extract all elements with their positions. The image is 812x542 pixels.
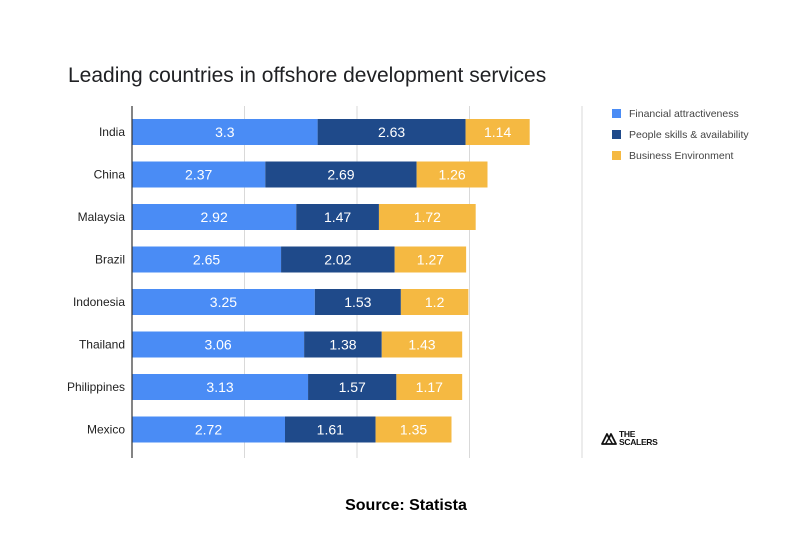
data-label-brazil-financial-attractiveness: 2.65 [193,252,220,268]
bar-indonesia-people-skills-availability [314,289,401,315]
logo-text-the: THE [619,429,636,439]
data-label-indonesia-financial-attractiveness: 3.25 [210,294,237,310]
legend-swatch-people [612,130,621,139]
bar-mexico-financial-attractiveness [132,416,285,443]
legend-item-financial: Financial attractiveness [612,103,749,124]
data-label-indonesia-people-skills-availability: 1.53 [344,294,371,310]
category-label-brazil: Brazil [95,253,125,267]
data-label-mexico-people-skills-availability: 1.61 [317,422,344,438]
bar-india-people-skills-availability [317,119,466,145]
bar-india-financial-attractiveness [132,119,318,145]
bar-philippines-financial-attractiveness [132,374,309,400]
data-label-thailand-financial-attractiveness: 3.06 [204,337,231,353]
mountain-logo-icon [601,433,617,445]
bar-malaysia-people-skills-availability [296,204,379,230]
category-label-thailand: Thailand [79,338,125,352]
category-label-china: China [94,168,126,182]
bar-thailand-people-skills-availability [304,331,382,358]
legend-swatch-business [612,151,621,160]
data-label-indonesia-business-environment: 1.2 [425,294,445,310]
data-label-china-people-skills-availability: 2.69 [327,167,354,183]
data-label-china-business-environment: 1.26 [438,167,465,183]
bar-malaysia-business-environment [378,204,476,230]
chart-legend: Financial attractiveness People skills &… [612,103,749,166]
bar-china-financial-attractiveness [132,161,266,188]
bar-mexico-business-environment [375,416,452,443]
data-label-philippines-business-environment: 1.17 [416,379,443,395]
bar-china-business-environment [416,161,488,188]
bar-indonesia-financial-attractiveness [132,289,315,315]
data-label-malaysia-financial-attractiveness: 2.92 [201,209,228,225]
category-label-malaysia: Malaysia [78,210,126,224]
data-label-philippines-financial-attractiveness: 3.13 [206,379,233,395]
bar-philippines-business-environment [396,374,463,400]
bar-thailand-business-environment [381,331,463,358]
bar-philippines-people-skills-availability [308,374,397,400]
bar-china-people-skills-availability [265,161,417,188]
bar-india-business-environment [465,119,530,145]
data-label-malaysia-business-environment: 1.72 [414,209,441,225]
the-scalers-logo: THE SCALERS [601,430,658,446]
legend-item-business: Business Environment [612,145,749,166]
bar-brazil-financial-attractiveness [132,246,282,273]
category-label-india: India [99,125,125,139]
bar-brazil-business-environment [394,246,467,273]
logo-text-scalers: SCALERS [619,437,658,447]
bar-brazil-people-skills-availability [281,246,395,273]
data-label-china-financial-attractiveness: 2.37 [185,167,212,183]
data-label-thailand-business-environment: 1.43 [408,337,435,353]
data-label-india-financial-attractiveness: 3.3 [215,124,235,140]
category-label-mexico: Mexico [87,423,125,437]
chart-title: Leading countries in offshore developmen… [68,64,547,87]
legend-label-financial: Financial attractiveness [629,107,739,120]
data-label-brazil-business-environment: 1.27 [417,252,444,268]
data-label-mexico-business-environment: 1.35 [400,422,427,438]
data-label-india-business-environment: 1.14 [484,124,511,140]
data-label-philippines-people-skills-availability: 1.57 [339,379,366,395]
data-label-india-people-skills-availability: 2.63 [378,124,405,140]
data-label-malaysia-people-skills-availability: 1.47 [324,209,351,225]
data-label-mexico-financial-attractiveness: 2.72 [195,422,222,438]
data-label-brazil-people-skills-availability: 2.02 [324,252,351,268]
bar-mexico-people-skills-availability [285,416,376,443]
source-caption: Source: Statista [345,497,467,514]
category-label-philippines: Philippines [67,380,125,394]
bar-thailand-financial-attractiveness [132,331,305,358]
category-label-indonesia: Indonesia [73,295,125,309]
legend-item-people: People skills & availability [612,124,749,145]
bar-indonesia-business-environment [400,289,469,315]
bar-malaysia-financial-attractiveness [132,204,297,230]
data-label-thailand-people-skills-availability: 1.38 [329,337,356,353]
legend-label-people: People skills & availability [629,128,749,141]
legend-label-business: Business Environment [629,149,734,162]
legend-swatch-financial [612,109,621,118]
